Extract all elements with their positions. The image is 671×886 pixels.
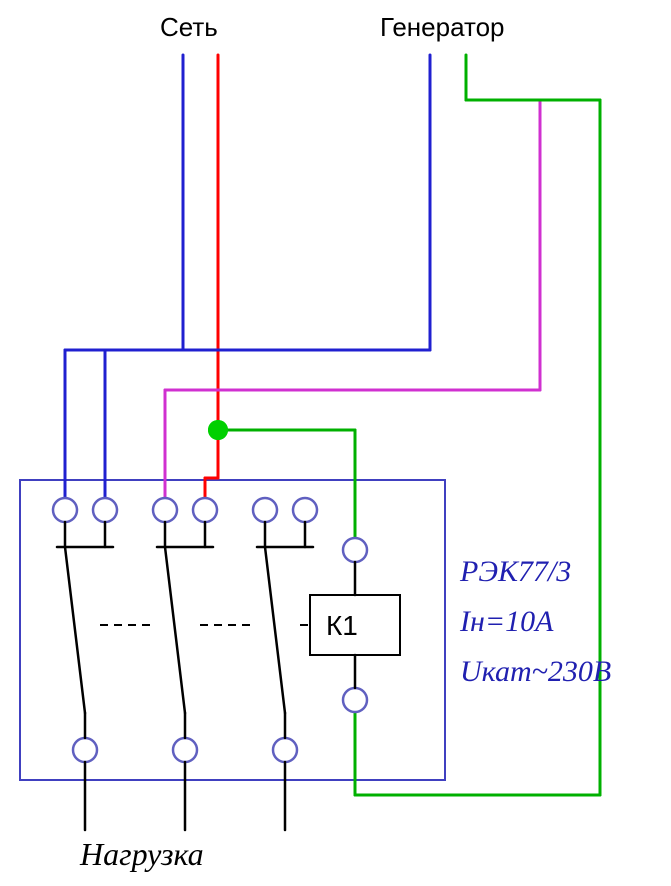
spec-current: Iн=10А — [460, 605, 553, 639]
spec-voltage: Uкат~230В — [460, 655, 611, 689]
generator-label: Генератор — [380, 12, 505, 43]
relay-label: К1 — [326, 610, 358, 642]
wiring-diagram — [0, 0, 671, 886]
load-label: Нагрузка — [80, 836, 204, 873]
mains-label: Сеть — [160, 12, 218, 43]
spec-model: РЭК77/3 — [460, 555, 571, 589]
